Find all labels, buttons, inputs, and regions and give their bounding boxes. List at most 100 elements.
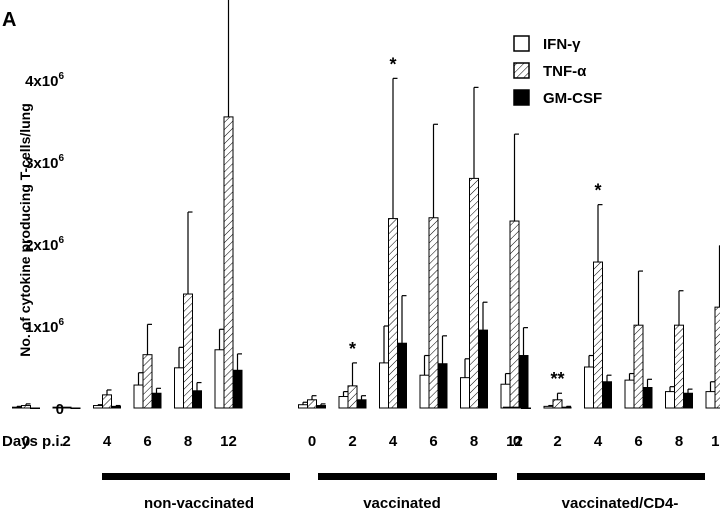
y-tick-label: 3x106	[25, 153, 64, 172]
bar-series	[12, 0, 720, 409]
legend-label: IFN-γ	[543, 36, 581, 53]
bar	[356, 399, 367, 409]
bar	[633, 324, 644, 409]
bar	[70, 407, 81, 409]
x-row-label: Days p.i.	[2, 433, 64, 450]
bar	[478, 329, 488, 409]
x-tick-label: 2	[62, 433, 70, 450]
bar	[93, 405, 103, 409]
bar	[561, 406, 572, 409]
bar	[151, 392, 162, 409]
bar	[183, 293, 193, 409]
bar	[584, 366, 594, 409]
bar	[552, 399, 563, 409]
y-tick-label: 4x106	[25, 71, 64, 90]
bar	[518, 355, 529, 409]
x-tick-label: 2	[553, 433, 561, 450]
x-tick-label: 2	[348, 433, 356, 450]
bar	[192, 390, 202, 409]
x-tick-label: 4	[103, 433, 112, 450]
bar	[543, 405, 554, 409]
bar	[174, 367, 184, 409]
bar	[674, 324, 684, 409]
bar	[223, 116, 234, 409]
bar	[714, 306, 720, 409]
bar	[52, 406, 63, 409]
legend-label: GM-CSF	[543, 90, 602, 107]
significance-star: **	[550, 369, 564, 389]
bar	[397, 342, 407, 409]
bar	[624, 379, 635, 409]
x-tick-label: 8	[470, 433, 478, 450]
bar	[61, 406, 72, 409]
bar	[316, 405, 326, 409]
bar	[705, 391, 716, 409]
legend-swatch	[513, 62, 530, 79]
bar	[509, 220, 520, 409]
x-tick-label: 0	[308, 433, 316, 450]
group-brackets: non-vaccinated vaccinated vaccinated/CD4-	[102, 473, 705, 512]
y-axis-label: No. of cytokine producing T-cells/lung	[17, 103, 33, 357]
legend-label: TNF-α	[543, 63, 587, 80]
bar	[307, 399, 317, 409]
group-bracket-line	[102, 473, 290, 480]
x-axis-day-labels: 024681202468120246812Days p.i.	[2, 433, 720, 450]
x-tick-label: 8	[675, 433, 683, 450]
group-label: non-vaccinated	[144, 495, 254, 512]
x-tick-label: 6	[634, 433, 642, 450]
significance-star: *	[389, 54, 396, 74]
group-label: vaccinated	[363, 495, 441, 512]
bar	[428, 217, 439, 409]
bar	[214, 349, 225, 409]
bar	[437, 363, 448, 409]
bar	[21, 405, 31, 409]
x-tick-label: 6	[429, 433, 437, 450]
bar	[232, 369, 243, 409]
y-tick-label: 2x106	[25, 235, 64, 254]
x-tick-label: 0	[22, 433, 30, 450]
bar	[460, 377, 470, 409]
x-tick-label: 0	[513, 433, 521, 450]
y-tick-label: 1x106	[25, 317, 64, 336]
bar	[521, 407, 531, 409]
x-tick-label: 12	[711, 433, 720, 450]
bar	[12, 406, 22, 409]
significance-markers: *****	[349, 54, 602, 389]
x-tick-label: 12	[220, 433, 237, 450]
bar	[142, 354, 153, 409]
group-bracket-line	[318, 473, 497, 480]
x-tick-label: 12	[506, 433, 523, 450]
x-tick-label: 6	[143, 433, 151, 450]
bar	[512, 406, 522, 409]
bar	[111, 405, 121, 409]
panel-label: A	[2, 9, 16, 31]
x-tick-label: 8	[184, 433, 192, 450]
group-label: vaccinated/CD4-	[562, 495, 679, 512]
bar	[602, 381, 612, 409]
x-tick-label: 4	[389, 433, 398, 450]
y-axis-ticks: 0 1x106 2x106 3x106 4x106	[25, 71, 64, 418]
bar	[469, 177, 479, 409]
bar	[347, 385, 358, 409]
x-tick-label: 4	[594, 433, 603, 450]
bar	[133, 384, 144, 409]
legend-swatch	[513, 89, 530, 106]
bar	[338, 396, 349, 409]
y-tick-label: 0	[56, 401, 64, 418]
legend: IFN-γ TNF-α GM-CSF	[513, 35, 602, 107]
bar	[500, 383, 511, 409]
group-bracket-line	[517, 473, 705, 480]
bar	[593, 261, 603, 409]
bar	[379, 362, 389, 409]
legend-swatch	[513, 35, 530, 52]
bar	[665, 391, 675, 409]
bar	[102, 394, 112, 409]
bar	[642, 387, 653, 409]
bar	[683, 392, 693, 409]
bar	[419, 374, 430, 409]
bar	[388, 218, 398, 409]
significance-star: *	[349, 339, 356, 359]
bar	[298, 404, 308, 409]
bar	[30, 407, 40, 409]
